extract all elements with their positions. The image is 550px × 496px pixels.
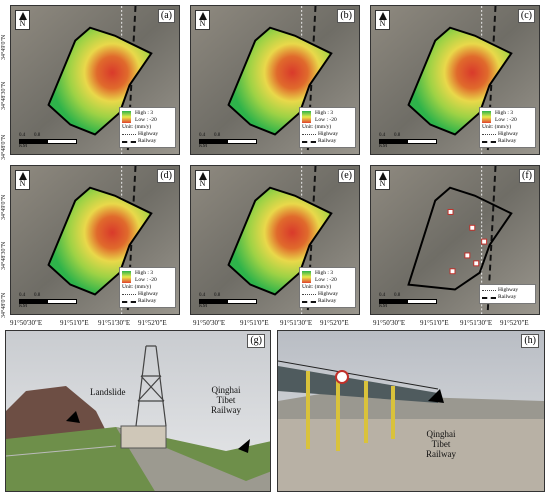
railway-label: Qinghai Tibet Railway bbox=[211, 385, 241, 415]
longitude-label: 91°50'30"E bbox=[193, 319, 226, 327]
scale-bar: 0.4 0.8 KM bbox=[199, 133, 257, 150]
map-panel-e: N (e) High : 3 Low : -20 Unit: (mm/y) Hig… bbox=[190, 165, 360, 315]
scale-bar: 0.4 0.8 KM bbox=[379, 133, 437, 150]
legend: Highway Railway bbox=[479, 284, 536, 304]
panel-label: (h) bbox=[521, 334, 539, 348]
landslide-label: Landslide bbox=[90, 387, 126, 397]
legend: High : 3 Low : -20 Unit: (mm/y) Highway R… bbox=[299, 267, 356, 308]
scale-bar: 0.4 0.8 KM bbox=[19, 133, 77, 150]
color-ramp-icon bbox=[482, 111, 491, 123]
deformation-area bbox=[47, 26, 153, 136]
panel-label: (c) bbox=[517, 9, 535, 23]
north-arrow-icon: N bbox=[375, 10, 390, 30]
deformation-area bbox=[227, 26, 333, 136]
scale-bar: 0.4 0.8 KM bbox=[19, 293, 77, 310]
latitude-label: 34°48'30"N bbox=[1, 241, 7, 270]
panel-label: (d) bbox=[157, 169, 175, 183]
longitude-label: 91°51'0"E bbox=[60, 319, 89, 327]
longitude-label: 91°50'30"E bbox=[373, 319, 406, 327]
color-ramp-icon bbox=[302, 111, 311, 123]
north-arrow-icon: N bbox=[375, 170, 390, 190]
latitude-label: 34°48'30"N bbox=[1, 81, 7, 110]
longitude-label: 91°50'30"E bbox=[10, 319, 43, 327]
north-arrow-icon: N bbox=[195, 10, 210, 30]
latitude-label: 34°49'0"N bbox=[1, 194, 7, 220]
map-panel-c: N (c) High : 3 Low : -20 Unit: (mm/y) Hig… bbox=[370, 5, 540, 155]
longitude-label: 91°51'30"E bbox=[280, 319, 313, 327]
scale-bar: 0.4 0.8 KM bbox=[199, 293, 257, 310]
longitude-label: 91°51'0"E bbox=[420, 319, 449, 327]
railway-label: Qinghai Tibet Railway bbox=[426, 429, 456, 459]
legend: High : 3 Low : -20 Unit: (mm/y) Highway R… bbox=[479, 107, 536, 148]
longitude-label: 91°52'0"E bbox=[320, 319, 349, 327]
legend: High : 3 Low : -20 Unit: (mm/y) Highway R… bbox=[119, 107, 176, 148]
latitude-label: 34°49'0"N bbox=[1, 34, 7, 60]
photo-h: (h) Qinghai Tibet Railway bbox=[277, 330, 545, 492]
north-arrow-icon: N bbox=[195, 170, 210, 190]
latitude-label: 34°48'0"N bbox=[1, 292, 7, 318]
panel-label: (f) bbox=[519, 169, 535, 183]
landslide-photo bbox=[6, 331, 270, 491]
longitude-label: 91°52'0"E bbox=[500, 319, 529, 327]
north-arrow-icon: N bbox=[15, 10, 30, 30]
survey-points bbox=[447, 208, 488, 275]
deformation-area bbox=[407, 26, 513, 136]
color-ramp-icon bbox=[302, 271, 311, 283]
color-ramp-icon bbox=[122, 271, 131, 283]
map-terrain bbox=[11, 166, 179, 314]
panel-label: (a) bbox=[157, 9, 175, 23]
panel-label: (e) bbox=[337, 169, 355, 183]
north-arrow-icon: N bbox=[15, 170, 30, 190]
deformation-area bbox=[47, 186, 153, 296]
map-panel-b: N (b) High : 3 Low : -20 Unit: (mm/y) Hig… bbox=[190, 5, 360, 155]
map-panel-f: N (f) Highway Railway 0.4 0.8 KM bbox=[370, 165, 540, 315]
photo-g: (g) Landslide Qinghai Tibet Railway bbox=[5, 330, 271, 492]
color-ramp-icon bbox=[122, 111, 131, 123]
legend: High : 3 Low : -20 Unit: (mm/y) Highway R… bbox=[119, 267, 176, 308]
landslide-boundary bbox=[407, 186, 513, 291]
longitude-label: 91°51'30"E bbox=[460, 319, 493, 327]
latitude-label: 34°48'0"N bbox=[1, 134, 7, 160]
panel-label: (g) bbox=[247, 334, 265, 348]
deformation-area bbox=[227, 186, 333, 296]
longitude-label: 91°51'30"E bbox=[98, 319, 131, 327]
longitude-label: 91°51'0"E bbox=[240, 319, 269, 327]
scale-bar: 0.4 0.8 KM bbox=[379, 293, 437, 310]
map-panel-a: N (a) High : 3 Low : -20 Unit: (mm/y) Hig… bbox=[10, 5, 180, 155]
railway-bridge-photo bbox=[278, 331, 544, 491]
map-panel-d: N (d) High : 3 Low : -20 Unit: (mm/y) Hig… bbox=[10, 165, 180, 315]
panel-label: (b) bbox=[337, 9, 355, 23]
map-terrain bbox=[11, 6, 179, 154]
longitude-label: 91°52'0"E bbox=[138, 319, 167, 327]
legend: High : 3 Low : -20 Unit: (mm/y) Highway R… bbox=[299, 107, 356, 148]
